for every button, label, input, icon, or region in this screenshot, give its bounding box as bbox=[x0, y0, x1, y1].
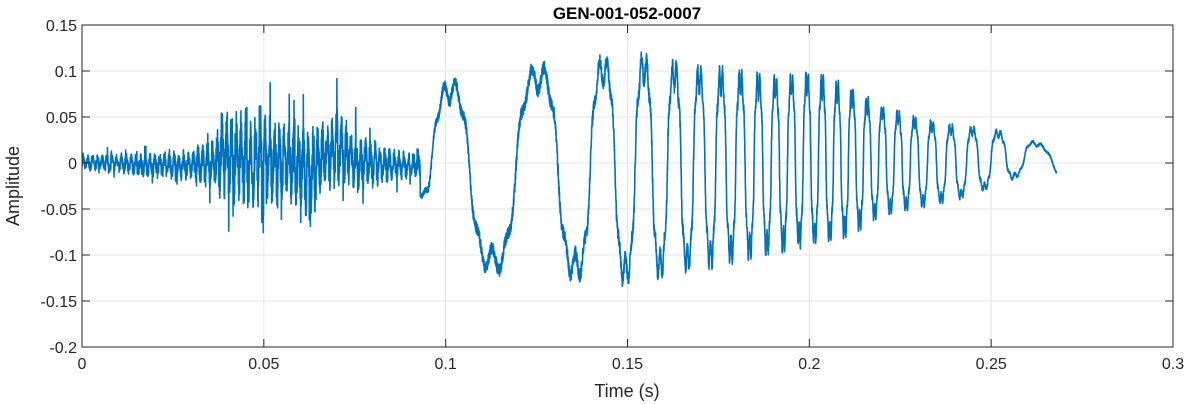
y-tick-label: 0.05 bbox=[46, 110, 77, 127]
y-tick-label: -0.15 bbox=[41, 294, 78, 311]
y-tick-label: -0.1 bbox=[49, 248, 77, 265]
x-tick-label: 0.15 bbox=[612, 356, 643, 373]
y-tick-label: -0.2 bbox=[49, 340, 77, 357]
y-axis-label: Amplitude bbox=[3, 146, 23, 226]
y-tick-label: -0.05 bbox=[41, 202, 78, 219]
chart-title: GEN-001-052-0007 bbox=[553, 4, 701, 23]
y-tick-label: 0.15 bbox=[46, 18, 77, 35]
series-line bbox=[82, 51, 1058, 288]
x-tick-label: 0 bbox=[78, 356, 87, 373]
x-axis-label: Time (s) bbox=[594, 381, 659, 401]
x-tick-label: 0.25 bbox=[976, 356, 1007, 373]
x-tick-label: 0.1 bbox=[435, 356, 457, 373]
plot-area bbox=[82, 51, 1058, 288]
axis-ticks bbox=[81, 24, 1174, 348]
y-tick-label: 0.1 bbox=[55, 64, 77, 81]
x-tick-label: 0.05 bbox=[248, 356, 279, 373]
x-tick-label: 0.3 bbox=[1162, 356, 1184, 373]
x-tick-labels: 0 0.05 0.1 0.15 0.2 0.25 0.3 bbox=[78, 356, 1185, 373]
y-tick-labels: 0.15 0.1 0.05 0 -0.05 -0.1 -0.15 -0.2 bbox=[41, 18, 78, 357]
y-tick-label: 0 bbox=[68, 156, 77, 173]
x-tick-label: 0.2 bbox=[798, 356, 820, 373]
